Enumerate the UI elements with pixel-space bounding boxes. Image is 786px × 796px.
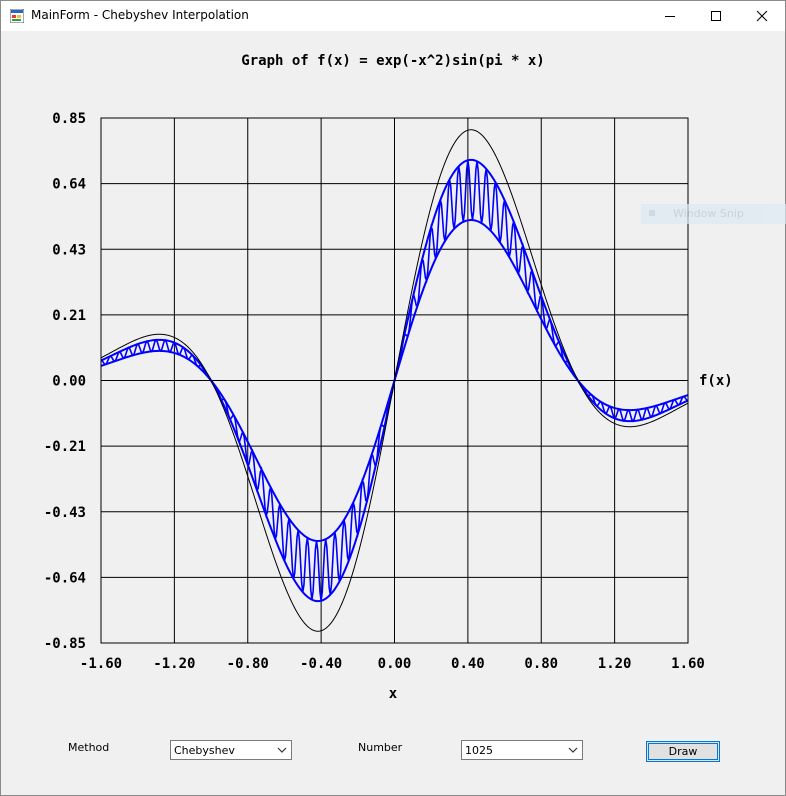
y-tick-label: 0.21 — [52, 308, 86, 324]
number-value: 1025 — [465, 744, 493, 757]
chevron-down-icon — [568, 747, 578, 753]
window-title: MainForm - Chebyshev Interpolation — [31, 8, 249, 22]
x-tick-label: -1.60 — [80, 656, 122, 672]
y-tick-label: 0.64 — [52, 177, 86, 193]
y-tick-label: 0.43 — [52, 242, 86, 258]
chevron-down-icon — [277, 747, 287, 753]
draw-button-label: Draw — [668, 745, 698, 758]
method-value: Chebyshev — [174, 744, 235, 757]
y-tick-label: 0.00 — [52, 374, 86, 390]
minimize-button[interactable] — [647, 1, 693, 31]
draw-button-focus — [648, 743, 718, 760]
snip-icon — [649, 210, 655, 216]
x-tick-label: 0.00 — [378, 656, 412, 672]
draw-button[interactable]: Draw — [646, 741, 720, 762]
window-snip-label: Window Snip — [673, 207, 744, 220]
y-tick-label: -0.64 — [44, 570, 86, 586]
x-tick-label: -0.80 — [227, 656, 269, 672]
x-tick-label: 0.80 — [524, 656, 558, 672]
minimize-icon — [665, 16, 675, 17]
x-tick-labels: -1.60 -1.20 -0.80 -0.40 0.00 0.40 0.80 1.20 1.60 — [80, 656, 705, 672]
y-tick-labels: 0.85 0.64 0.43 0.21 0.00 -0.21 -0.43 -0.64 -0.85 — [44, 111, 86, 652]
number-label: Number — [358, 741, 403, 754]
method-label: Method — [68, 741, 110, 754]
chart-title: Graph of f(x) = exp(-x^2)sin(pi * x) — [241, 53, 544, 69]
y-axis-label: f(x) — [699, 373, 733, 389]
chart: Graph of f(x) = exp(-x^2)sin(pi * x) -1.… — [44, 53, 733, 701]
x-tick-label: 1.60 — [671, 656, 705, 672]
x-axis-label: x — [389, 686, 398, 701]
close-icon — [756, 10, 768, 22]
title-bar: MainForm - Chebyshev Interpolation — [1, 1, 785, 31]
app-icon — [10, 9, 24, 23]
y-tick-label: -0.85 — [44, 636, 86, 652]
x-tick-label: -0.40 — [300, 656, 342, 672]
plot-border — [100, 117, 689, 644]
maximize-icon — [711, 11, 721, 21]
y-tick-label: -0.43 — [44, 505, 86, 521]
close-button[interactable] — [739, 1, 785, 31]
method-select[interactable]: Chebyshev — [170, 740, 292, 760]
x-tick-label: 0.40 — [451, 656, 485, 672]
y-tick-label: -0.21 — [44, 439, 86, 455]
x-tick-label: 1.20 — [598, 656, 632, 672]
window-snip-overlay: Window Snip — [641, 204, 786, 224]
series-true-function — [100, 129, 689, 632]
number-select[interactable]: 1025 — [461, 740, 583, 760]
maximize-button[interactable] — [693, 1, 739, 31]
x-tick-label: -1.20 — [153, 656, 195, 672]
y-tick-label: 0.85 — [52, 111, 86, 127]
